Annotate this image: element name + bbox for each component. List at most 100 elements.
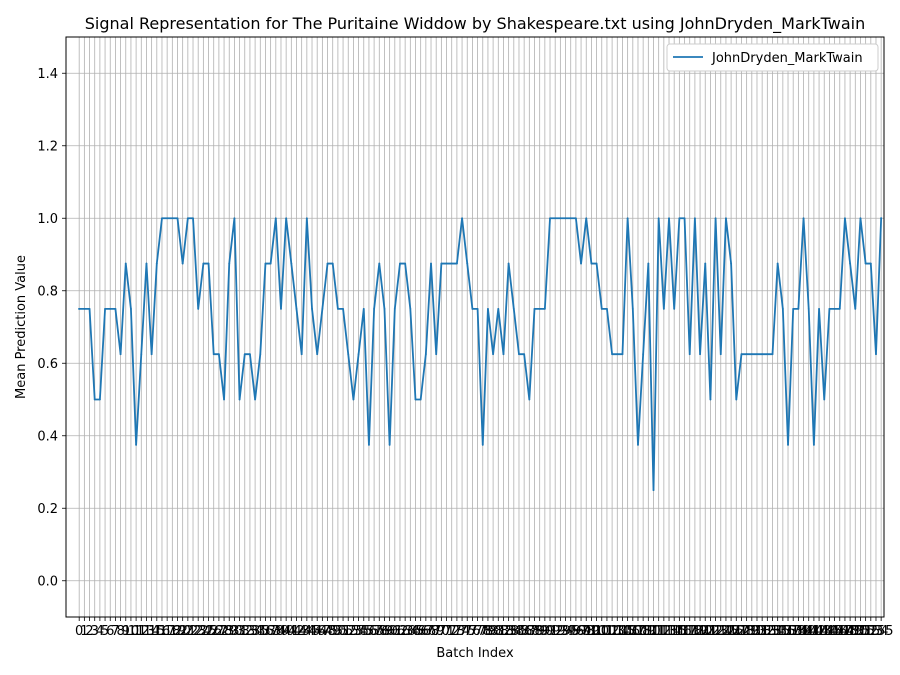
data-point: [875, 353, 877, 356]
x-tick-label: 120: [688, 624, 713, 639]
data-point: [543, 307, 546, 310]
x-tick-label: 63: [397, 624, 414, 639]
x-tick-label: 123: [703, 624, 728, 639]
x-tick-label: 144: [812, 624, 837, 639]
data-point: [305, 217, 308, 220]
x-tick-label: 34: [247, 624, 264, 639]
data-point: [471, 307, 474, 310]
x-tick-label: 91: [542, 624, 559, 639]
x-tick-label: 59: [376, 624, 393, 639]
x-tick-label: 147: [827, 624, 852, 639]
x-tick-label: 48: [319, 624, 336, 639]
y-tick-label: 1.2: [37, 139, 58, 154]
data-point: [626, 217, 629, 220]
x-tick-label: 20: [174, 624, 191, 639]
data-point: [595, 262, 598, 265]
data-point: [78, 307, 81, 310]
x-tick-label: 74: [454, 624, 471, 639]
data-point: [569, 217, 572, 220]
data-point: [564, 217, 567, 220]
data-point: [223, 398, 225, 401]
x-tick-label: 8: [116, 624, 124, 639]
x-tick-label: 49: [324, 624, 341, 639]
x-tick-label: 100: [584, 624, 609, 639]
x-tick-label: 41: [283, 624, 300, 639]
data-point: [668, 217, 670, 220]
data-point: [445, 262, 448, 265]
x-tick-label: 111: [641, 624, 666, 639]
x-tick-label: 154: [864, 624, 889, 639]
x-tick-label: 57: [366, 624, 383, 639]
y-axis-ticks: 0.0 0.2 0.4 0.6 0.8 1.0 1.2 1.4: [37, 67, 66, 589]
data-point: [600, 307, 603, 310]
x-tick-label: 28: [216, 624, 233, 639]
data-point: [476, 307, 479, 310]
data-point: [859, 217, 862, 220]
x-tick-label: 110: [636, 624, 661, 639]
data-point: [124, 262, 127, 265]
data-point: [181, 262, 184, 265]
x-tick-label: 136: [770, 624, 795, 639]
data-point: [352, 398, 355, 401]
x-tick-label: 6: [106, 624, 114, 639]
data-point: [98, 398, 101, 401]
x-tick-label: 36: [257, 624, 274, 639]
x-tick-label: 148: [833, 624, 858, 639]
x-tick-label: 87: [521, 624, 538, 639]
x-axis-ticks: 0123456789101112131415161718192021222324…: [75, 617, 894, 639]
data-point: [631, 307, 634, 310]
x-tick-label: 47: [314, 624, 331, 639]
data-point: [140, 353, 143, 356]
x-tick-label: 106: [615, 624, 640, 639]
x-tick-label: 30: [226, 624, 243, 639]
data-point: [606, 307, 608, 310]
data-point: [497, 307, 500, 310]
x-tick-label: 4: [96, 624, 104, 639]
x-tick-label: 33: [242, 624, 259, 639]
data-point: [590, 262, 593, 265]
y-tick-label: 0.0: [37, 574, 58, 589]
x-tick-label: 82: [495, 624, 512, 639]
data-point: [342, 307, 344, 310]
x-tick-label: 79: [480, 624, 497, 639]
x-tick-label: 105: [610, 624, 635, 639]
x-tick-label: 70: [433, 624, 450, 639]
data-point: [812, 443, 815, 446]
x-tick-label: 15: [149, 624, 166, 639]
data-point: [419, 398, 422, 401]
data-point: [440, 262, 443, 265]
x-tick-label: 29: [221, 624, 238, 639]
data-point: [693, 217, 696, 220]
data-point: [725, 217, 727, 220]
x-tick-label: 84: [506, 624, 523, 639]
x-tick-label: 89: [531, 624, 548, 639]
data-point: [502, 353, 505, 356]
x-tick-label: 55: [355, 624, 372, 639]
data-point: [688, 353, 691, 356]
data-point: [492, 353, 495, 356]
x-tick-label: 96: [568, 624, 585, 639]
data-point: [197, 307, 200, 310]
x-tick-label: 2: [85, 624, 93, 639]
data-point: [647, 262, 650, 265]
x-tick-label: 81: [490, 624, 507, 639]
x-tick-label: 1: [80, 624, 88, 639]
data-point: [259, 353, 262, 356]
x-tick-label: 61: [387, 624, 404, 639]
data-point: [155, 262, 158, 265]
data-point: [481, 443, 484, 446]
x-tick-label: 92: [547, 624, 564, 639]
data-point: [368, 443, 370, 446]
data-point: [217, 353, 220, 356]
x-tick-label: 109: [631, 624, 656, 639]
data-point: [435, 353, 438, 356]
x-tick-label: 65: [407, 624, 424, 639]
legend-box: [666, 43, 879, 72]
plot-frame: [65, 36, 885, 618]
data-point: [331, 262, 334, 265]
x-tick-label: 13: [138, 624, 155, 639]
y-tick-label: 0.4: [37, 429, 58, 444]
data-point: [295, 307, 298, 310]
x-tick-label: 101: [589, 624, 614, 639]
data-point: [761, 353, 764, 356]
